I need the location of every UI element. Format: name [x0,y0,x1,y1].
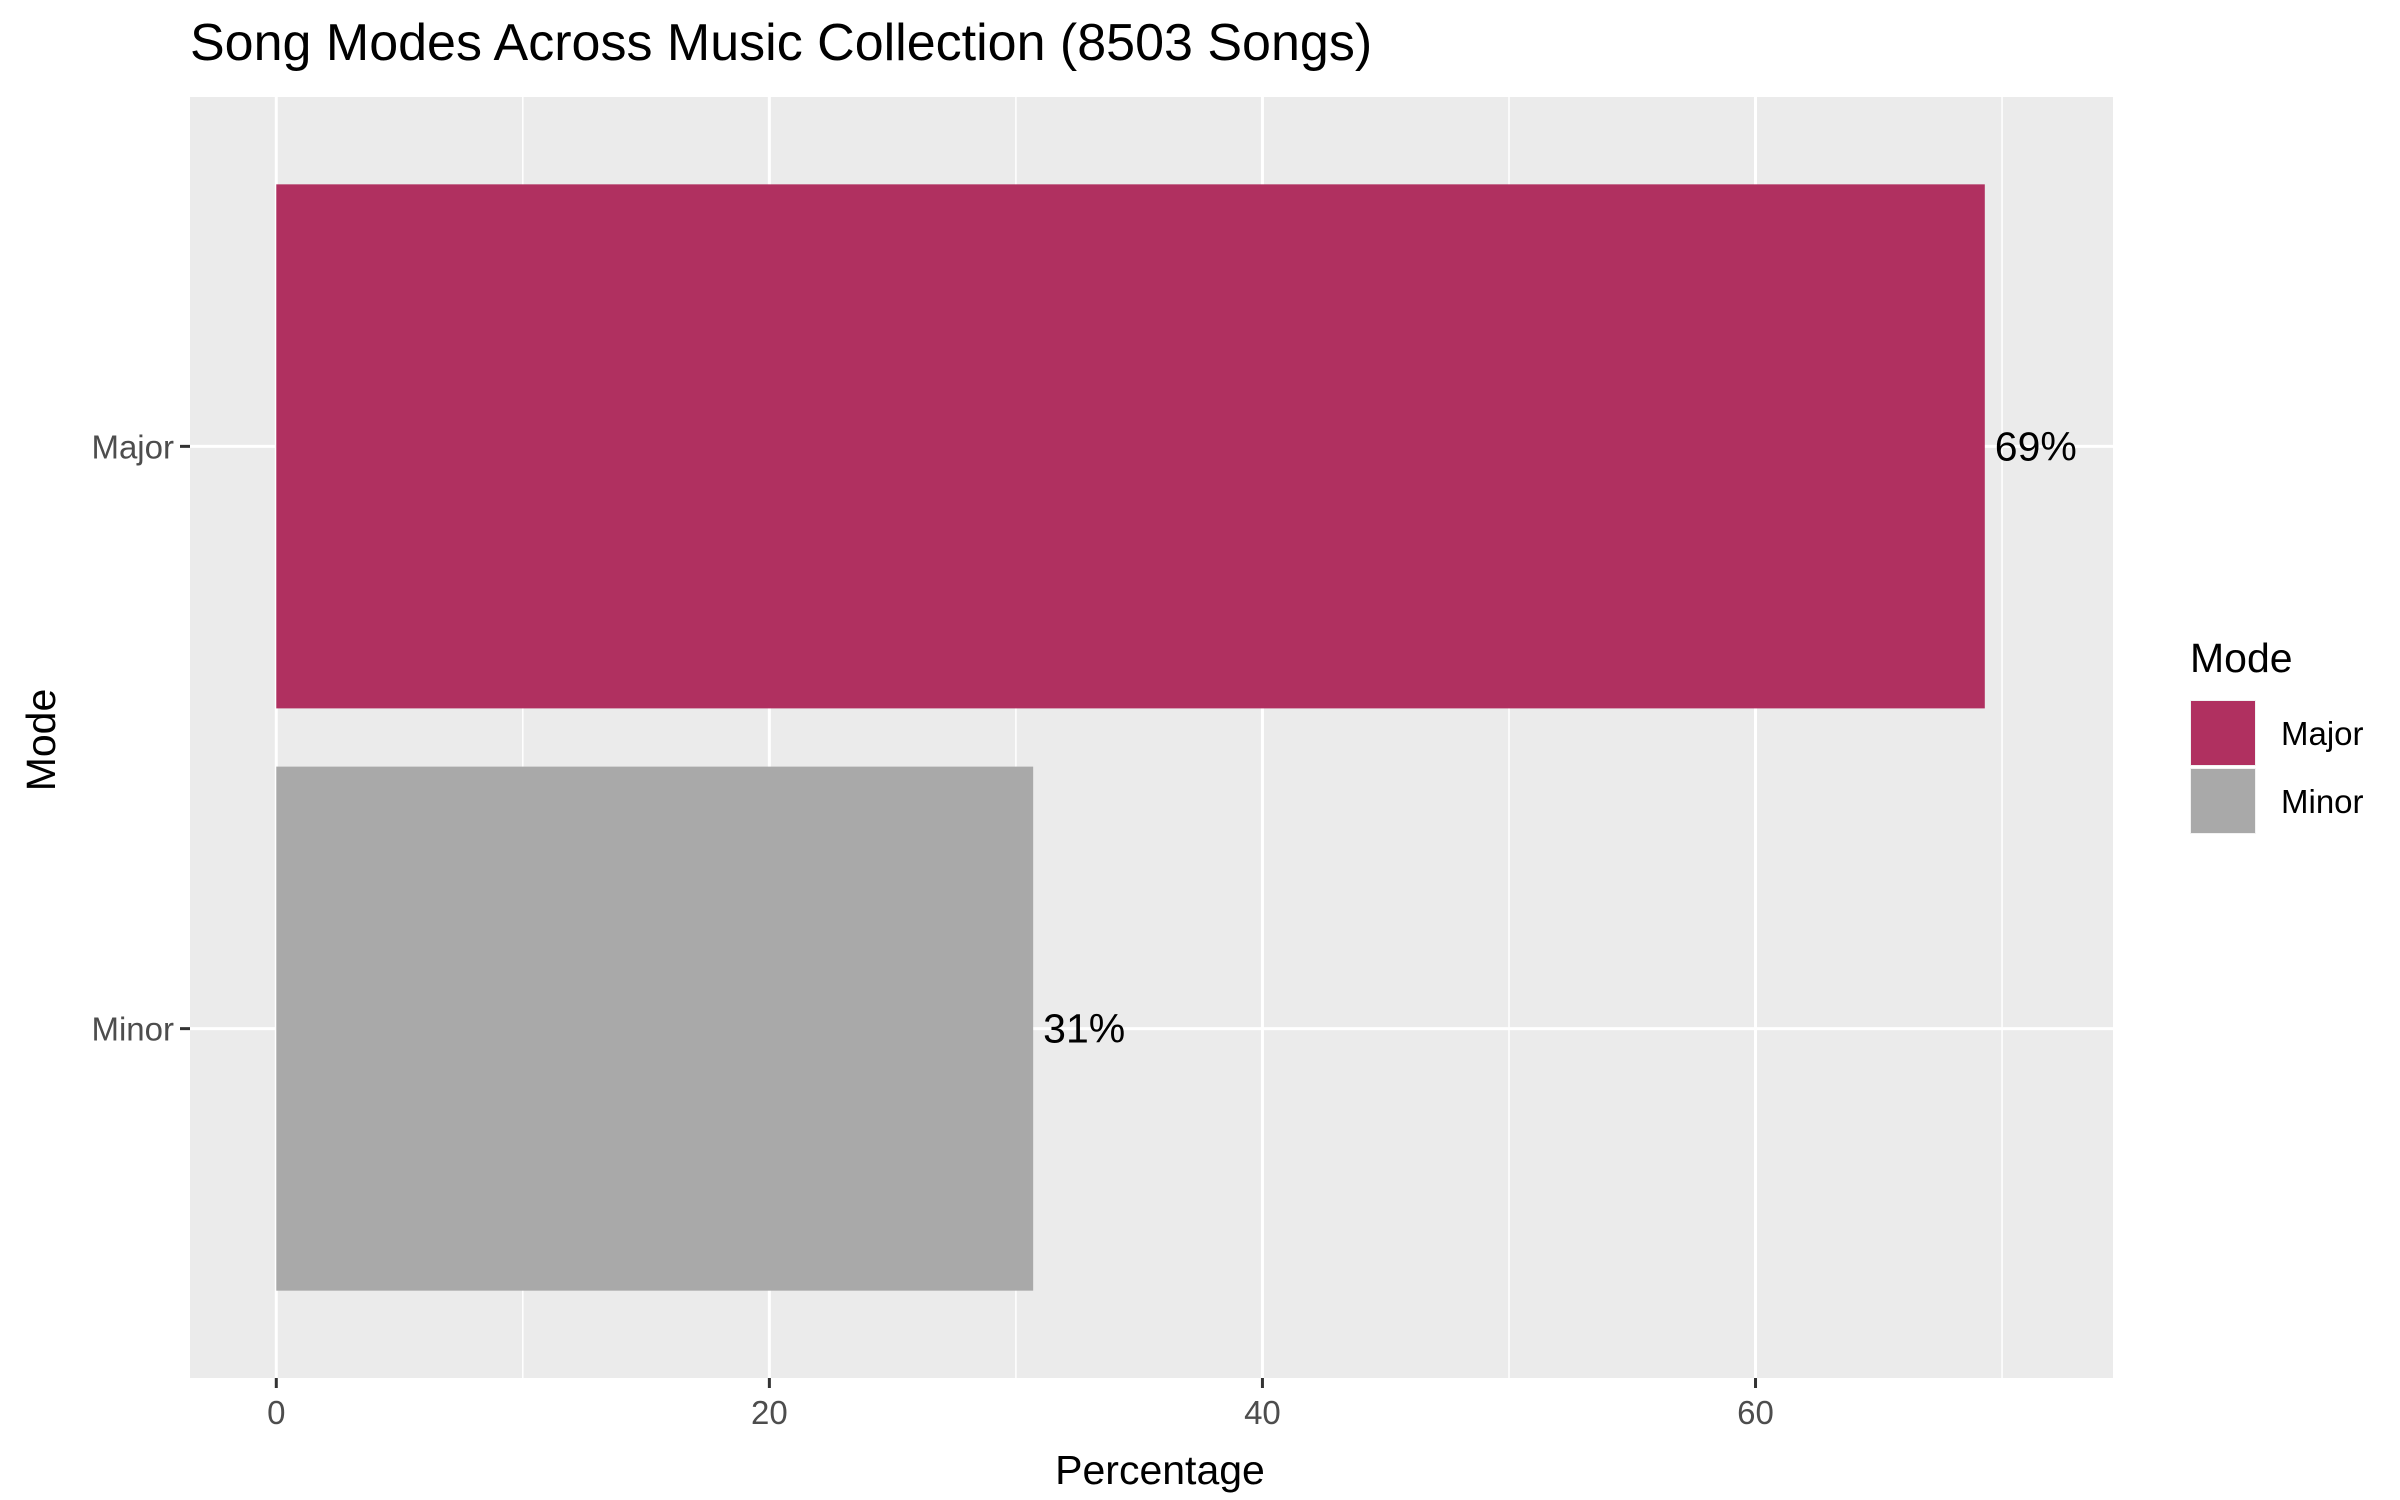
x-axis-title: Percentage [1055,1447,1265,1493]
y-tick-label-minor: Minor [91,1011,174,1048]
data-label-minor: 31% [1043,1006,1125,1052]
bars [276,184,1985,1291]
x-tick-label: 60 [1737,1394,1774,1431]
bar-minor [276,766,1034,1291]
legend-label-minor: Minor [2281,783,2364,820]
chart-title: Song Modes Across Music Collection (8503… [190,14,1372,72]
legend: Mode Major Minor [2190,635,2364,834]
data-labels: 69% 31% [1043,423,2077,1051]
legend-swatch-major [2191,701,2255,765]
y-axis-title: Mode [18,689,64,792]
x-axis: 0 20 40 60 [267,1378,1774,1431]
y-axis: Major Minor [91,428,190,1048]
x-tick-label: 0 [267,1394,285,1431]
y-tick-label-major: Major [91,428,174,465]
legend-swatch-minor [2191,769,2255,833]
x-tick-label: 40 [1244,1394,1281,1431]
bar-major [276,184,1985,709]
x-tick-label: 20 [751,1394,788,1431]
legend-title: Mode [2190,635,2293,681]
legend-label-major: Major [2281,715,2364,752]
data-label-major: 69% [1995,423,2077,469]
